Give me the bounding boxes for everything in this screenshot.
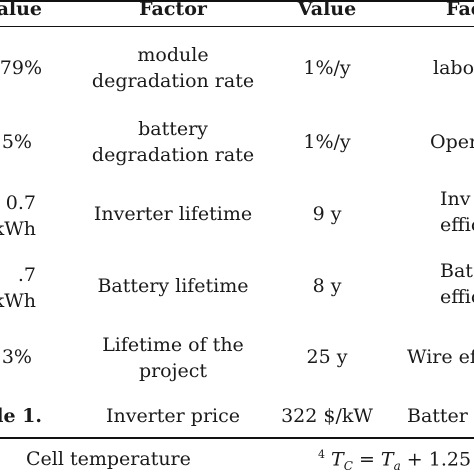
- row3-col3: Inv effic: [440, 186, 474, 242]
- header-value: Value: [297, 0, 357, 20]
- row4-col3-line1: Bat: [440, 260, 473, 282]
- row1-value: 1%/y: [303, 57, 351, 79]
- row2-col0: 5%: [1, 131, 32, 153]
- row3-col0-line1: 0.7: [5, 192, 36, 214]
- footer-label: Cell temperature: [26, 448, 191, 470]
- row5-factor: Lifetime of the project: [80, 330, 266, 386]
- table-bottom-rule: [0, 437, 474, 439]
- row4-col0-line2: kWh: [0, 290, 36, 312]
- row6-col0: ble 1.: [0, 405, 42, 427]
- row1-col0: 79%: [0, 57, 42, 79]
- header-rule: [0, 26, 474, 27]
- row3-col0-line2: kWh: [0, 218, 36, 240]
- header-col3: Fac: [446, 0, 474, 20]
- header-factor: Factor: [139, 0, 207, 20]
- row4-factor: Battery lifetime: [97, 275, 249, 297]
- footer-rest: + 1.25: [400, 448, 472, 471]
- row1-factor-line2: degradation rate: [91, 70, 255, 92]
- row5-col3: Wire ef: [407, 346, 474, 368]
- row6-value: 322 $/kW: [281, 405, 373, 427]
- row1-factor-line1: module: [137, 44, 209, 66]
- row2-factor: battery degradation rate: [80, 114, 266, 170]
- header-col0: alue: [0, 0, 42, 20]
- footer-t: T: [331, 448, 344, 471]
- row1-col3: labo: [433, 57, 474, 79]
- footer-superscript: 4: [318, 448, 325, 461]
- row3-col3-line2: effic: [440, 214, 474, 236]
- row5-col0: 3%: [1, 346, 32, 368]
- footer-t2: T: [380, 448, 394, 471]
- row5-value: 25 y: [306, 346, 348, 368]
- row6-factor: Inverter price: [105, 405, 240, 427]
- footer-eq: =: [352, 448, 381, 471]
- row4-col0-line1: .7: [17, 264, 36, 286]
- row2-factor-line1: battery: [138, 118, 208, 140]
- row4-value: 8 y: [312, 275, 342, 297]
- footer-sub-a: a: [393, 459, 401, 474]
- row4-col3-line2: effic: [440, 286, 474, 308]
- row6-col3: Batter: [407, 405, 468, 427]
- row3-factor: Inverter lifetime: [93, 203, 253, 225]
- footer-sub-c: C: [343, 459, 353, 474]
- row2-value: 1%/y: [303, 131, 351, 153]
- row5-factor-line1: Lifetime of the: [102, 334, 244, 356]
- row4-col3: Bat effic: [440, 258, 474, 314]
- row3-col0: 0.7 kWh: [0, 186, 36, 242]
- table-top-rule: [0, 0, 474, 2]
- row3-col3-line1: Inv: [440, 188, 471, 210]
- row1-factor: module degradation rate: [80, 40, 266, 96]
- row4-col0: .7 kWh: [0, 258, 36, 314]
- row3-value: 9 y: [312, 203, 342, 225]
- row2-col3: Oper: [430, 131, 474, 153]
- row2-factor-line2: degradation rate: [91, 144, 255, 166]
- row5-factor-line2: project: [138, 360, 208, 382]
- footer-formula: 4 TC = Ta + 1.25: [318, 448, 471, 474]
